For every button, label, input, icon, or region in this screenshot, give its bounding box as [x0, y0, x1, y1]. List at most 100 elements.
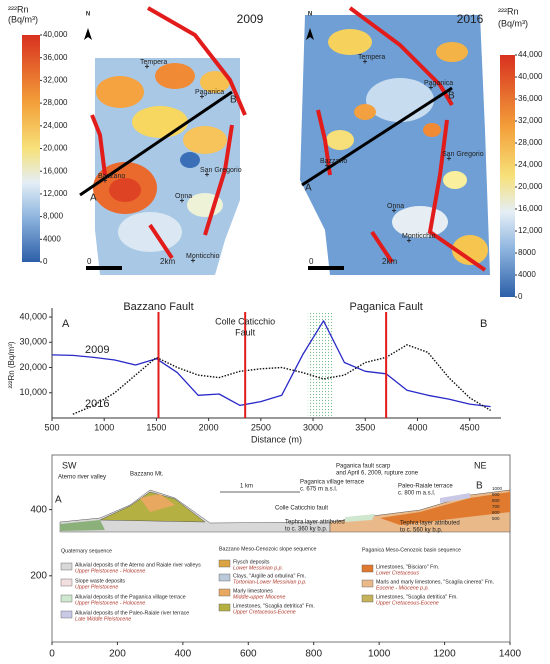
x-tick-label: 0 — [49, 649, 55, 660]
x-tick-label: 2000 — [199, 422, 219, 432]
x-tick-label: 500 — [44, 422, 59, 432]
legend-swatch — [60, 610, 73, 619]
place-name: Monticchio — [186, 253, 220, 260]
y-tick-label: 10,000 — [19, 387, 47, 397]
section-label: Colle Caticchio fault — [275, 506, 328, 512]
x-tick-label: 1000 — [94, 422, 114, 432]
legend-age: Upper Cretaceous-Eocene — [376, 600, 439, 606]
elevation-scale-label: 600 — [492, 510, 500, 515]
place-name: Monticchio — [402, 233, 436, 240]
section-label: Tephra layer attributed — [285, 520, 345, 526]
place-name: Paganica — [195, 89, 224, 96]
north-arrow: N — [86, 12, 90, 18]
legend-item: Alluvial deposits of the Paleo-Raiale ri… — [75, 610, 189, 616]
cross-section: 0 200 400 600 800 1000 1200 1400 200 400 SW NE A B Ate… — [30, 460, 521, 659]
legend-swatch — [361, 579, 374, 588]
place-marker: + — [447, 154, 452, 163]
colorbar-label: 24,000 — [43, 121, 68, 130]
place-marker: + — [180, 196, 185, 205]
x-axis-label: Distance (m) — [251, 434, 302, 444]
y-tick-label: 400 — [30, 504, 47, 515]
y-axis-label: ²²²Rn (Bq/m³) — [7, 341, 16, 388]
legend-item: Limestones, "Bisciaro" Fm. — [376, 564, 439, 570]
profile-end: B — [448, 91, 455, 102]
profile-end: A — [62, 318, 70, 330]
legend-swatch — [60, 578, 73, 587]
legend-age: Middle-upper Miocene — [233, 594, 285, 600]
place-marker: + — [407, 236, 412, 245]
scale-label: 0 — [309, 257, 314, 266]
place-marker: + — [429, 83, 434, 92]
unit-label: ²²²Rn — [498, 6, 519, 16]
legend-swatch — [218, 573, 231, 582]
x-tick-label: 800 — [305, 649, 322, 660]
legend-age: Upper Pleistocene - Holocene — [75, 568, 145, 574]
legend-item: Slope waste deposits — [75, 578, 125, 584]
elevation-scale-label: 800 — [492, 498, 500, 503]
section-label: 1 km — [240, 484, 253, 490]
place-name: Onna — [175, 193, 192, 200]
colorbar-label: 12,000 — [43, 189, 68, 198]
section-label: Bazzano Mt. — [130, 472, 164, 478]
profile-end: A — [305, 183, 312, 194]
legend-item: Limestones, "Scaglia detritica" Fm. — [376, 594, 458, 600]
map-panel: 44,000 40,000 36,000 32,000 28,000 24,000 20,0… — [305, 6, 543, 301]
legend-swatch — [60, 594, 73, 603]
x-tick-label: 3500 — [355, 422, 375, 432]
series-line — [72, 344, 491, 415]
section-label: Paleo-Raiale terrace — [398, 484, 453, 490]
x-tick-label: 400 — [175, 649, 192, 660]
place-name: Tempera — [358, 54, 385, 61]
scale-label: 0 — [87, 257, 92, 266]
section-label: A — [55, 495, 62, 506]
line-chart: 10,000 20,000 30,000 40,000 500 1000 1500 2000 2… — [7, 301, 501, 444]
colorbar-label: 40,000 — [518, 72, 543, 81]
colorbar-label: 28,000 — [518, 138, 543, 147]
highlight-band — [307, 312, 334, 418]
legend-age: Upper Pleistocene - Holocene — [75, 600, 145, 606]
profile-end: B — [230, 95, 237, 106]
scale-label: 2km — [382, 257, 397, 266]
place-name: Tempera — [140, 59, 167, 66]
legend-age: Upper Pleistocene — [75, 584, 118, 590]
place-marker: + — [392, 206, 397, 215]
legend-age: Late Middle Pleistocene — [75, 616, 131, 622]
section-label: c. 800 m a.s.l. — [398, 491, 436, 497]
x-tick-label: 1000 — [368, 649, 391, 660]
legend-title: Paganica Meso-Cenozoic basin sequence — [362, 547, 461, 553]
heat-map-2009 — [79, 6, 247, 275]
place-name: San Gregorio — [442, 151, 484, 158]
legend-age: Lower Messinian p.p. — [233, 565, 283, 571]
place-name: Bazzano — [320, 158, 347, 165]
place-marker: + — [145, 62, 150, 71]
place-marker: + — [325, 161, 330, 170]
colorbar-label: 0 — [518, 292, 523, 301]
legend-age: Eocene - Miocene p.p. — [376, 585, 429, 591]
place-marker: + — [205, 170, 210, 179]
map-panel: 40,000 36,000 32,000 28,000 24,000 20,000 16,0… — [8, 4, 264, 266]
profile-end: B — [480, 318, 487, 330]
place-marker: + — [191, 256, 196, 265]
legend-swatch — [361, 564, 374, 573]
colorbar-label: 4000 — [43, 234, 61, 243]
place-name: Onna — [387, 203, 404, 210]
colorbar-label: 12,000 — [518, 226, 543, 235]
colorbar-label: 40,000 — [43, 30, 68, 39]
colorbar-label: 20,000 — [518, 182, 543, 191]
unit-label: (Bq/m³) — [498, 18, 528, 28]
elevation-scale-label: 900 — [492, 492, 500, 497]
section-label: NE — [474, 460, 487, 470]
map-year: 2009 — [237, 12, 264, 26]
x-tick-label: 2500 — [251, 422, 271, 432]
colorbar-label: 20,000 — [43, 144, 68, 153]
section-label: c. 675 m a.s.l. — [300, 487, 338, 493]
legend-item: Alluvial deposits of the Aterno and Raia… — [75, 562, 201, 568]
legend-swatch — [218, 588, 231, 597]
colorbar-label: 8,000 — [43, 212, 64, 221]
scale-label: 2km — [160, 257, 175, 266]
legend-swatch — [361, 594, 374, 603]
colorbar-label: 0 — [43, 257, 48, 266]
x-tick-label: 600 — [240, 649, 257, 660]
legend-swatch — [218, 559, 231, 568]
